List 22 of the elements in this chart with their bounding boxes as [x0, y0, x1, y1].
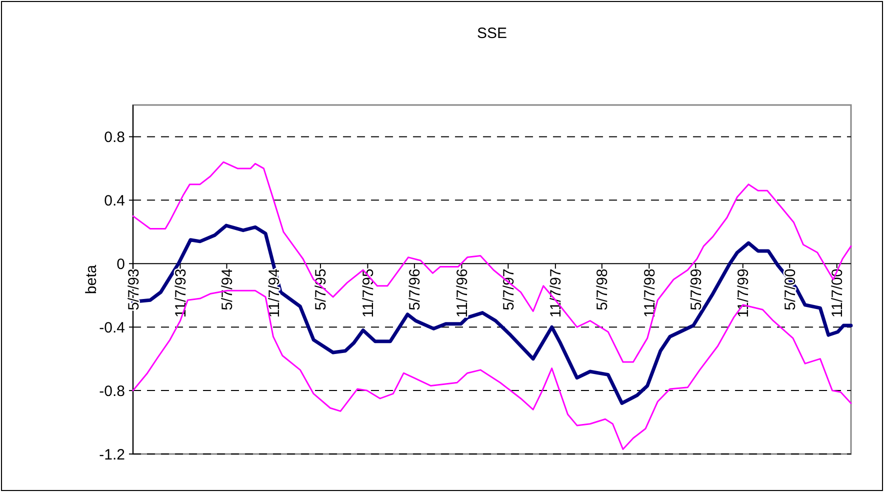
- chart-title: SSE: [476, 25, 508, 42]
- y-tick-label: 0.4: [104, 192, 125, 210]
- x-tick-label: 5/7/97: [500, 268, 518, 310]
- x-tick-label: 11/7/94: [266, 268, 284, 318]
- x-tick-label: 11/7/00: [829, 268, 846, 318]
- x-tick-label: 5/7/00: [782, 268, 799, 310]
- x-tick-label: 11/7/93: [172, 268, 190, 318]
- y-tick-label: 0.8: [104, 128, 125, 146]
- y-axis-title: beta: [83, 264, 100, 294]
- y-tick-label: -0.8: [99, 382, 125, 400]
- y-tick-label: -0.4: [99, 319, 125, 336]
- x-tick-label: 11/7/99: [735, 268, 752, 318]
- x-tick-label: 11/7/96: [454, 268, 471, 318]
- x-tick-label: 5/7/96: [406, 268, 424, 310]
- x-tick-label: 5/7/98: [594, 268, 612, 310]
- x-tick-label: 5/7/99: [688, 268, 705, 310]
- y-tick-label: -1.2: [99, 446, 125, 464]
- y-tick-label: 0: [116, 256, 125, 273]
- x-tick-label: 5/7/94: [218, 268, 236, 310]
- x-tick-label: 11/7/98: [641, 268, 658, 318]
- x-tick-label: 11/7/97: [548, 268, 565, 318]
- x-tick-label: 5/7/95: [312, 268, 330, 310]
